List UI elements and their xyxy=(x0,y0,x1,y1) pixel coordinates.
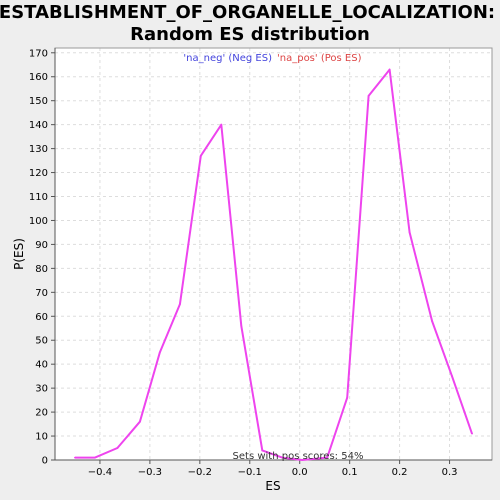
y-tick-label: 120 xyxy=(29,168,48,179)
data-point xyxy=(367,95,370,97)
y-tick-label: 50 xyxy=(35,336,48,347)
y-tick-label: 70 xyxy=(35,288,48,299)
y-axis-label: P(ES) xyxy=(12,238,26,270)
y-tick-label: 40 xyxy=(35,360,48,371)
legend-neg-label: 'na_neg' (Neg ES) xyxy=(183,53,272,64)
y-tick-label: 110 xyxy=(29,192,48,203)
data-point xyxy=(158,351,161,354)
y-tick-label: 150 xyxy=(29,96,48,107)
chart-title-line2: Random ES distribution xyxy=(130,24,370,45)
y-tick-label: 160 xyxy=(29,72,48,83)
data-point xyxy=(178,303,181,306)
x-tick-label: 0.0 xyxy=(292,467,308,478)
data-point xyxy=(116,447,119,449)
y-tick-label: 140 xyxy=(29,120,48,131)
y-tick-label: 100 xyxy=(29,216,48,227)
x-tick-label: −0.1 xyxy=(238,467,262,478)
data-point xyxy=(139,420,141,423)
es-distribution-line xyxy=(75,68,473,461)
data-point xyxy=(326,456,329,459)
y-tick-label: 60 xyxy=(35,312,48,323)
x-axis-label: ES xyxy=(265,479,280,493)
data-point xyxy=(94,456,96,459)
data-point xyxy=(74,456,76,459)
legend-pos-label: 'na_pos' (Pos ES) xyxy=(277,53,362,64)
axis-layer xyxy=(54,47,493,461)
y-tick-label: 30 xyxy=(35,384,48,395)
x-tick-label: −0.3 xyxy=(138,467,162,478)
data-point xyxy=(281,456,284,459)
data-point xyxy=(451,375,453,378)
data-point xyxy=(199,154,202,157)
y-tick-label: 0 xyxy=(42,456,48,467)
x-tick-label: 0.1 xyxy=(342,467,358,478)
data-point xyxy=(346,396,349,399)
data-point xyxy=(408,231,411,234)
data-point xyxy=(471,432,473,435)
x-tick-label: 0.2 xyxy=(392,467,408,478)
y-tick-label: 90 xyxy=(35,240,48,251)
plot-area xyxy=(55,48,492,460)
y-tick-label: 170 xyxy=(29,48,48,59)
x-tick-label: −0.2 xyxy=(188,467,212,478)
chart-title-line1: ESTABLISHMENT_OF_ORGANELLE_LOCALIZATION: xyxy=(0,2,495,23)
tick-layer: 0 10 20 30 40 50 60 70 80 90 100 110 120 130 140 150 160… xyxy=(29,48,458,478)
x-tick-label: −0.4 xyxy=(88,467,112,478)
data-point xyxy=(301,459,304,461)
grid-layer xyxy=(55,48,492,460)
data-point xyxy=(220,123,223,126)
y-tick-label: 130 xyxy=(29,144,48,155)
data-point xyxy=(388,68,391,71)
data-point xyxy=(240,324,243,327)
y-tick-label: 80 xyxy=(35,264,48,275)
y-tick-label: 10 xyxy=(35,432,48,443)
series-layer xyxy=(74,68,473,461)
data-point xyxy=(431,320,433,322)
x-tick-label: 0.3 xyxy=(442,467,458,478)
pos-score-annotation: Sets with pos scores: 54% xyxy=(233,451,364,462)
y-tick-label: 20 xyxy=(35,408,48,419)
data-point xyxy=(261,449,264,452)
